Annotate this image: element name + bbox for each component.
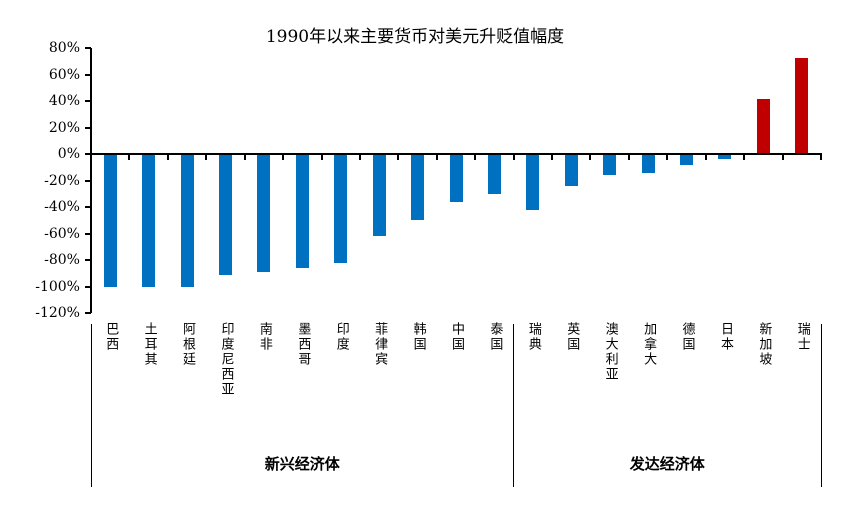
category-label: 巴西 [103, 322, 119, 352]
bar-depreciation [487, 154, 501, 194]
bar-depreciation [295, 154, 309, 268]
y-axis-tick-label: 40% [48, 93, 80, 109]
group-separator-line [513, 324, 515, 487]
category-label: 阿根廷 [180, 322, 196, 367]
x-axis-tick [358, 154, 361, 160]
x-axis-tick [704, 154, 707, 160]
x-axis-tick [627, 154, 630, 160]
bar-appreciation [795, 57, 809, 153]
bar-depreciation [641, 154, 655, 173]
group-label: 新兴经济体 [264, 455, 340, 473]
x-axis-tick [512, 154, 515, 160]
y-axis-tick-label: 60% [48, 66, 80, 83]
y-axis-tick [85, 100, 91, 102]
bar-depreciation [372, 154, 386, 237]
y-axis-tick [85, 126, 91, 129]
y-axis-tick [85, 259, 91, 261]
y-axis-tick [85, 73, 91, 76]
y-axis-tick [85, 232, 91, 235]
category-label: 菲律宾 [372, 322, 388, 367]
category-label: 印度 [333, 322, 349, 352]
y-axis-tick [85, 312, 91, 314]
group-label: 发达经济体 [629, 455, 705, 473]
x-axis-tick [551, 154, 554, 160]
y-axis-tick [85, 179, 91, 182]
category-label: 新加坡 [756, 322, 772, 367]
bar-depreciation [564, 154, 578, 186]
x-axis-tick [320, 154, 323, 160]
bar-depreciation [142, 154, 156, 287]
chart-title: 1990年以来主要货币对美元升贬值幅度 [265, 27, 565, 47]
y-axis-tick-label: -100% [35, 278, 80, 295]
category-label: 瑞典 [525, 322, 541, 352]
y-axis-line [90, 48, 92, 313]
y-axis-tick-label: -80% [44, 252, 80, 268]
x-axis-tick [781, 154, 784, 160]
y-axis-tick-label: -60% [44, 225, 80, 242]
category-label: 英国 [564, 322, 580, 352]
bar-depreciation [257, 154, 271, 272]
category-label: 土耳其 [141, 322, 157, 367]
category-label: 墨西哥 [295, 322, 311, 367]
category-label: 瑞士 [794, 322, 810, 352]
category-label: 中国 [449, 322, 464, 352]
category-label: 加拿大 [641, 322, 657, 367]
x-axis-tick [820, 154, 822, 160]
bar-depreciation [218, 154, 232, 275]
x-axis-tick [435, 154, 438, 160]
x-axis-tick [128, 154, 131, 160]
y-axis-tick-label: -20% [44, 172, 80, 189]
bar-depreciation [449, 154, 463, 202]
bar-depreciation [180, 154, 194, 287]
bar-depreciation [680, 154, 694, 165]
group-separator-line [820, 324, 822, 487]
y-axis-tick [85, 285, 91, 288]
x-axis-tick [243, 154, 246, 160]
y-axis-tick [85, 47, 91, 49]
x-axis-tick [589, 154, 592, 160]
y-axis-tick [85, 206, 91, 208]
group-separator-line [90, 324, 92, 487]
x-axis-tick [282, 154, 285, 160]
bar-appreciation [756, 98, 770, 153]
x-axis-tick [743, 154, 746, 160]
category-label: 澳大利亚 [602, 322, 618, 382]
category-label: 南非 [256, 322, 272, 352]
y-axis-tick-label: 80% [48, 40, 80, 56]
x-axis-tick [474, 154, 477, 160]
x-axis-tick [397, 154, 400, 160]
x-axis-tick [205, 154, 208, 160]
x-axis-line [90, 153, 822, 155]
x-axis-tick [90, 154, 92, 160]
category-label: 印度尼西亚 [218, 322, 234, 397]
y-axis-tick [85, 153, 91, 155]
y-axis-tick-label: -120% [35, 305, 80, 321]
bar-depreciation [103, 154, 117, 287]
y-axis-tick-label: -40% [44, 199, 80, 215]
category-label: 德国 [679, 322, 695, 352]
y-axis-tick-label: 20% [48, 119, 80, 136]
bar-depreciation [526, 154, 540, 210]
bar-depreciation [718, 154, 732, 160]
category-label: 泰国 [487, 322, 503, 352]
x-axis-tick [166, 154, 169, 160]
x-axis-tick [666, 154, 669, 160]
category-label: 日本 [717, 322, 733, 352]
category-label: 韩国 [410, 322, 426, 352]
bar-depreciation [334, 154, 348, 263]
bar-depreciation [603, 154, 617, 176]
y-axis-tick-label: 0% [57, 146, 80, 162]
bar-depreciation [411, 154, 425, 221]
